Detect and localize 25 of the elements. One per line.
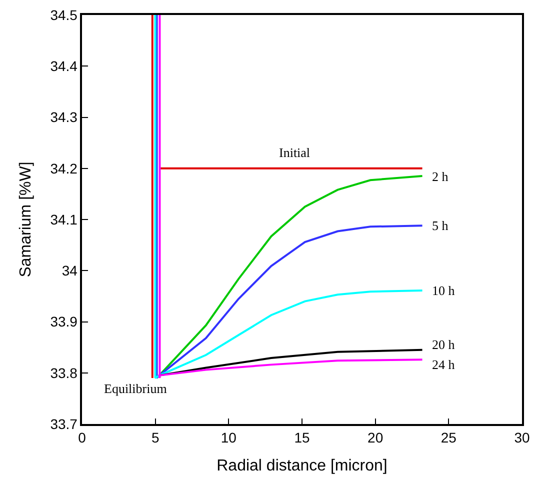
y-tick-label: 33.8 xyxy=(50,364,78,381)
x-tick-label: 30 xyxy=(514,430,530,446)
series-label: 5 h xyxy=(432,218,449,233)
series-label: 2 h xyxy=(432,169,449,184)
annotation: Equilibrium xyxy=(104,381,167,396)
x-tick-label: 10 xyxy=(220,430,237,446)
y-tick-label: 34.1 xyxy=(50,211,78,228)
y-tick-label: 34 xyxy=(62,262,78,279)
series-label: 10 h xyxy=(432,283,456,298)
y-tick-label: 34.5 xyxy=(50,6,78,23)
x-tick-label: 5 xyxy=(151,430,160,446)
series-label: 24 h xyxy=(432,357,456,372)
x-tick-label: 0 xyxy=(78,430,86,446)
y-axis-title: Samarium [%W] xyxy=(18,162,35,278)
x-tick-label: 15 xyxy=(294,430,310,446)
x-axis-title: Radial distance [micron] xyxy=(216,458,388,475)
series-label: 20 h xyxy=(432,337,456,352)
x-tick-label: 20 xyxy=(368,430,384,446)
y-tick-label: 33.9 xyxy=(50,314,78,330)
y-tick-label: 34.2 xyxy=(50,160,78,176)
y-tick-label: 34.4 xyxy=(50,58,78,74)
annotation: Initial xyxy=(279,145,310,160)
x-tick-label: 25 xyxy=(440,430,457,446)
y-tick-label: 34.3 xyxy=(50,109,78,126)
y-tick-label: 33.7 xyxy=(50,416,78,432)
